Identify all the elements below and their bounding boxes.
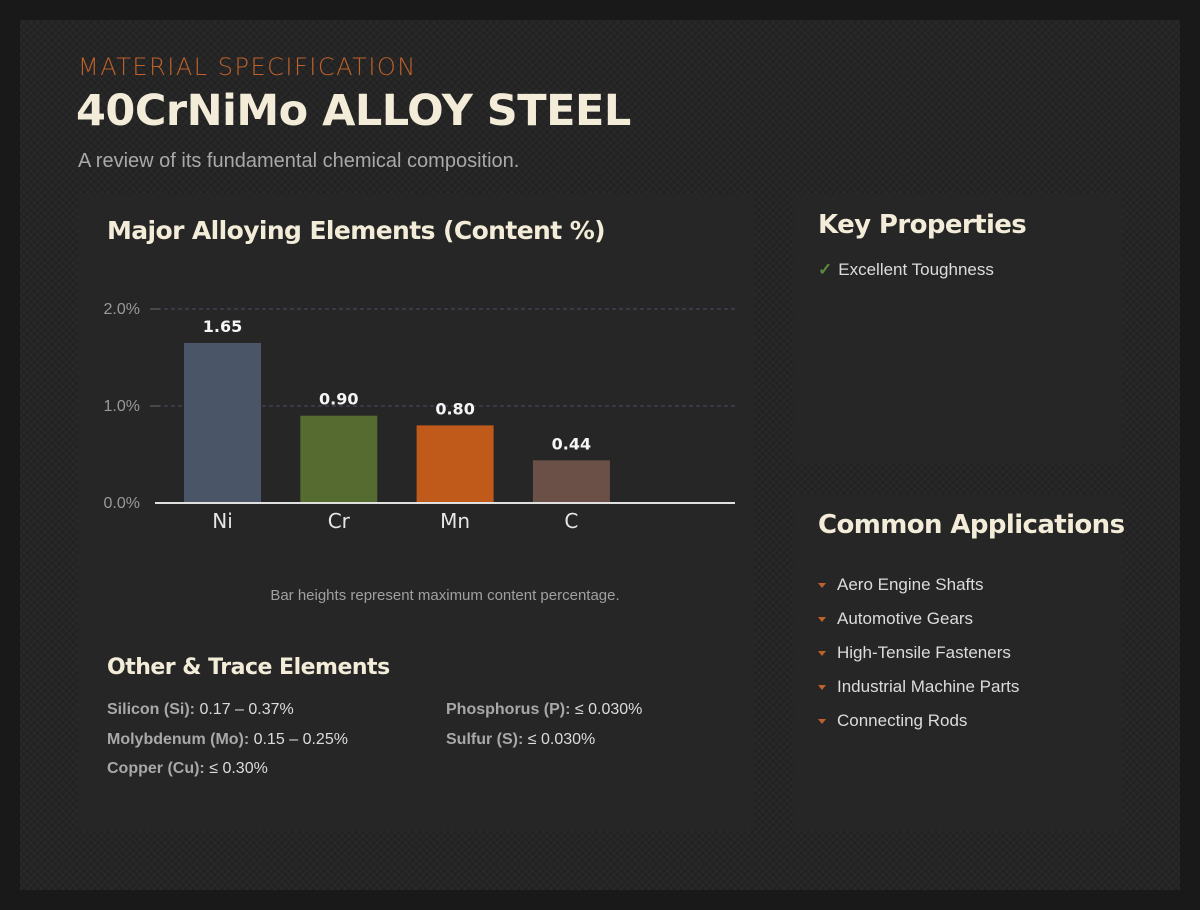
application-label: Automotive Gears bbox=[837, 609, 974, 628]
bar bbox=[532, 460, 610, 503]
application-label: High-Tensile Fasteners bbox=[837, 643, 1011, 662]
chart-note: Bar heights represent maximum content pe… bbox=[270, 587, 620, 604]
trace-element-value: ≤ 0.30% bbox=[209, 760, 268, 777]
applications-card bbox=[794, 495, 1122, 831]
trace-element-value: ≤ 0.030% bbox=[574, 701, 643, 718]
key-properties-card bbox=[794, 195, 1122, 463]
trace-element-name: Molybdenum (Mo): bbox=[107, 731, 250, 748]
property-label: Excellent Toughness bbox=[838, 260, 994, 279]
triangle-bullet-icon bbox=[818, 617, 826, 622]
application-item: High-Tensile Fasteners bbox=[818, 642, 1019, 676]
page-subtitle: A review of its fundamental chemical com… bbox=[78, 150, 520, 172]
trace-element-item: Silicon (Si): 0.17 – 0.37% bbox=[107, 701, 294, 719]
y-tick-label: 0.0% bbox=[104, 495, 140, 512]
triangle-bullet-icon bbox=[818, 583, 826, 588]
page-title: 40CrNiMo ALLOY STEEL bbox=[76, 86, 631, 136]
x-category-label: Cr bbox=[328, 509, 351, 533]
application-label: Industrial Machine Parts bbox=[837, 677, 1020, 696]
x-category-label: C bbox=[564, 509, 578, 533]
trace-elements-title: Other & Trace Elements bbox=[107, 655, 390, 680]
bar bbox=[184, 342, 261, 503]
application-item: Automotive Gears bbox=[818, 608, 1019, 642]
y-tick-label: 1.0% bbox=[104, 398, 140, 415]
x-category-label: Ni bbox=[212, 509, 233, 533]
bar bbox=[416, 425, 494, 503]
y-tick-label: 2.0% bbox=[104, 301, 140, 318]
bar-value-label: 0.90 bbox=[319, 390, 358, 409]
x-category-label: Mn bbox=[440, 509, 470, 533]
trace-element-item: Copper (Cu): ≤ 0.30% bbox=[107, 760, 268, 778]
trace-element-name: Copper (Cu): bbox=[107, 760, 205, 777]
check-icon: ✓ bbox=[818, 260, 833, 279]
trace-element-item: Molybdenum (Mo): 0.15 – 0.25% bbox=[107, 731, 348, 749]
trace-element-name: Silicon (Si): bbox=[107, 701, 195, 718]
key-properties-title: Key Properties bbox=[818, 210, 1027, 240]
composition-card bbox=[78, 195, 754, 831]
trace-element-name: Phosphorus (P): bbox=[446, 701, 571, 718]
trace-element-value: ≤ 0.030% bbox=[527, 731, 596, 748]
application-label: Connecting Rods bbox=[837, 711, 968, 730]
eyebrow-label: MATERIAL SPECIFICATION bbox=[78, 53, 417, 81]
application-item: Industrial Machine Parts bbox=[818, 676, 1019, 710]
bar-value-label: 0.44 bbox=[552, 434, 591, 453]
trace-element-value: 0.17 – 0.37% bbox=[199, 701, 294, 718]
triangle-bullet-icon bbox=[818, 651, 826, 656]
application-label: Aero Engine Shafts bbox=[837, 575, 984, 594]
bar-value-label: 1.65 bbox=[203, 317, 242, 336]
trace-element-item: Phosphorus (P): ≤ 0.030% bbox=[446, 701, 642, 719]
bar-value-label: 0.80 bbox=[435, 399, 474, 418]
trace-element-name: Sulfur (S): bbox=[446, 731, 524, 748]
bar bbox=[300, 415, 378, 503]
property-item: ✓ Excellent Toughness bbox=[818, 260, 994, 280]
application-item: Aero Engine Shafts bbox=[818, 574, 1019, 608]
application-item: Connecting Rods bbox=[818, 710, 1019, 744]
applications-title: Common Applications bbox=[818, 510, 1125, 540]
triangle-bullet-icon bbox=[818, 685, 826, 690]
chart-title: Major Alloying Elements (Content %) bbox=[107, 216, 606, 245]
trace-element-value: 0.15 – 0.25% bbox=[253, 731, 348, 748]
trace-element-item: Sulfur (S): ≤ 0.030% bbox=[446, 731, 595, 749]
triangle-bullet-icon bbox=[818, 719, 826, 724]
applications-list: Aero Engine Shafts Automotive Gears High-T… bbox=[818, 574, 1019, 744]
